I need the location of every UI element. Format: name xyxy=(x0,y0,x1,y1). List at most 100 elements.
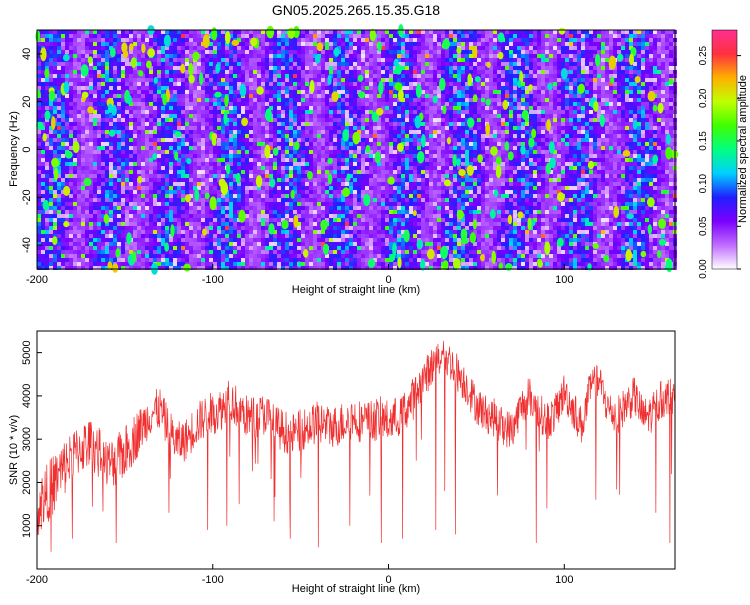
heatmap-cell xyxy=(121,94,125,98)
heatmap-cell xyxy=(517,86,521,90)
heatmap-cell xyxy=(221,82,225,86)
heatmap-cell xyxy=(149,82,153,86)
heatmap-cell xyxy=(49,114,53,118)
heatmap-cell xyxy=(69,42,73,46)
heatmap-cell xyxy=(353,82,357,86)
heatmap-cell xyxy=(181,106,185,110)
heatmap-cell xyxy=(357,146,361,150)
heatmap-cell xyxy=(457,114,461,118)
heatmap-cell xyxy=(569,46,573,50)
heatmap-cell xyxy=(185,122,189,126)
heatmap-cell xyxy=(509,74,513,78)
heatmap-cell xyxy=(669,38,673,42)
heatmap-cell xyxy=(77,94,81,98)
heatmap-cell xyxy=(365,42,369,46)
heatmap-cell xyxy=(257,30,261,34)
heatmap-cell xyxy=(321,38,325,42)
heatmap-cell xyxy=(289,62,293,66)
heatmap-cell xyxy=(289,142,293,146)
heatmap-cell xyxy=(129,110,133,114)
heatmap-cell xyxy=(585,94,589,98)
heatmap-cell xyxy=(653,34,657,38)
heatmap-cell xyxy=(137,66,141,70)
heatmap-cell xyxy=(241,138,245,142)
heatmap-cell xyxy=(109,138,113,142)
heatmap-cell xyxy=(189,110,193,114)
heatmap-cell xyxy=(341,90,345,94)
heatmap-cell xyxy=(229,90,233,94)
heatmap-cell xyxy=(469,30,473,34)
heatmap-cell xyxy=(153,50,157,54)
heatmap-cell xyxy=(205,106,209,110)
heatmap-cell xyxy=(521,130,525,134)
heatmap-cell xyxy=(589,66,593,70)
heatmap-cell xyxy=(485,118,489,122)
heatmap-cell xyxy=(169,134,173,138)
heatmap-cell xyxy=(425,70,429,74)
heatmap-cell xyxy=(121,106,125,110)
heatmap-cell xyxy=(401,82,405,86)
heatmap-cell xyxy=(665,126,669,130)
heatmap-cell xyxy=(497,82,501,86)
heatmap-cell xyxy=(601,62,605,66)
heatmap-cell xyxy=(553,110,557,114)
heatmap-cell xyxy=(353,66,357,70)
heatmap-cell xyxy=(585,30,589,34)
heatmap-cell xyxy=(553,94,557,98)
heatmap-cell xyxy=(401,78,405,82)
heatmap-cell xyxy=(181,82,185,86)
heatmap-cell xyxy=(229,102,233,106)
heatmap-cell xyxy=(257,46,261,50)
heatmap-cell xyxy=(657,94,661,98)
heatmap-cell xyxy=(381,74,385,78)
heatmap-cell xyxy=(641,38,645,42)
heatmap-cell xyxy=(297,118,301,122)
heatmap-cell xyxy=(217,78,221,82)
heatmap-cell xyxy=(433,50,437,54)
heatmap-cell xyxy=(317,146,321,150)
heatmap-cell xyxy=(537,118,541,122)
heatmap-cell xyxy=(253,122,257,126)
heatmap-cell xyxy=(49,62,53,66)
heatmap-cell xyxy=(109,30,113,34)
heatmap-cell xyxy=(49,138,53,142)
heatmap-cell xyxy=(117,110,121,114)
heatmap-cell xyxy=(629,146,633,150)
heatmap-cell xyxy=(161,66,165,70)
heatmap-cell xyxy=(345,30,349,34)
heatmap-cell xyxy=(329,70,333,74)
heatmap-cell xyxy=(261,134,265,138)
heatmap-cell xyxy=(121,66,125,70)
heatmap-cell xyxy=(297,94,301,98)
heatmap-cell xyxy=(65,114,69,118)
heatmap-cell xyxy=(285,126,289,130)
heatmap-cell xyxy=(269,78,273,82)
heatmap-cell xyxy=(45,42,49,46)
heatmap-cell xyxy=(437,102,441,106)
heatmap-cell xyxy=(453,110,457,114)
heatmap-cell xyxy=(153,138,157,142)
heatmap-cell xyxy=(129,38,133,42)
heatmap-cell xyxy=(461,34,465,38)
heatmap-cell xyxy=(621,86,625,90)
heatmap-cell xyxy=(445,98,449,102)
heatmap-cell xyxy=(173,86,177,90)
heatmap-cell xyxy=(109,86,113,90)
heatmap-cell xyxy=(565,62,569,66)
heatmap-cell xyxy=(581,118,585,122)
heatmap-cell xyxy=(289,50,293,54)
heatmap-cell xyxy=(489,90,493,94)
heatmap-cell xyxy=(609,98,613,102)
heatmap-cell xyxy=(393,42,397,46)
heatmap-cell xyxy=(429,94,433,98)
heatmap-cell xyxy=(53,146,57,150)
heatmap-cell xyxy=(665,130,669,134)
heatmap-cell xyxy=(329,66,333,70)
heatmap-cell xyxy=(445,126,449,130)
heatmap-cell xyxy=(53,126,57,130)
heatmap-cell xyxy=(437,110,441,114)
heatmap-cell xyxy=(557,86,561,90)
heatmap-cell xyxy=(585,150,589,154)
heatmap-cell xyxy=(665,110,669,114)
heatmap-cell xyxy=(317,150,321,154)
